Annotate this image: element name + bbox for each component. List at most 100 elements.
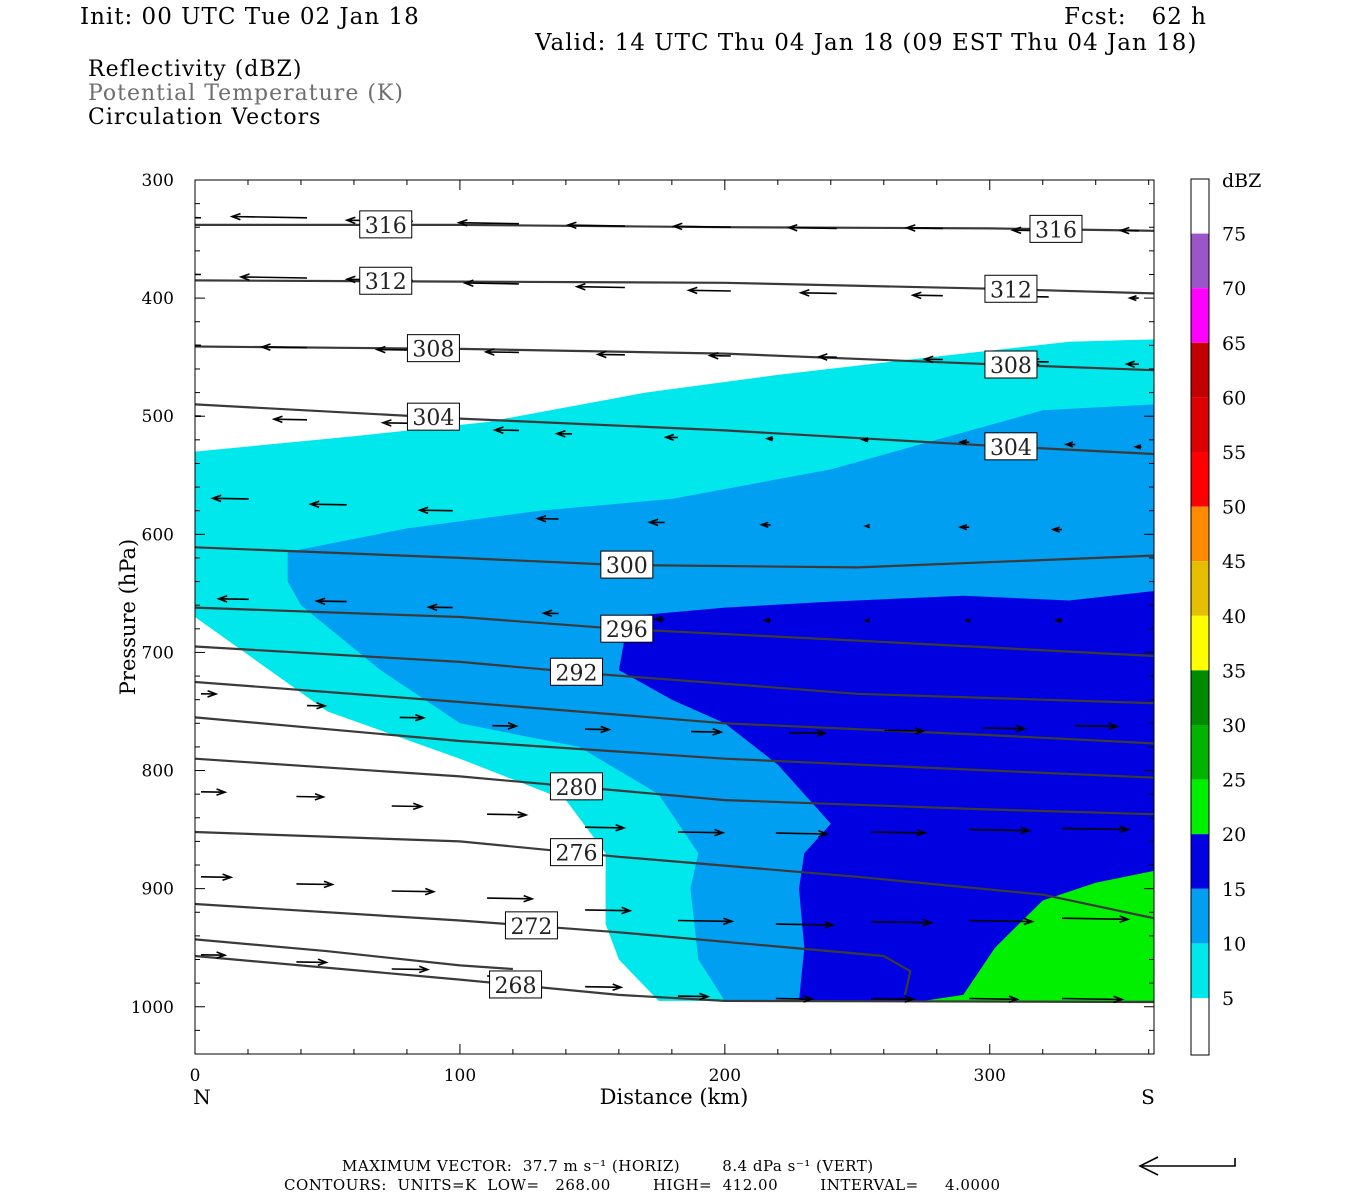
- circulation-vector: [707, 351, 731, 360]
- circulation-vector: [1063, 441, 1076, 448]
- circulation-vector: [860, 437, 869, 443]
- circulation-vector: [554, 429, 572, 438]
- circulation-vector: [585, 906, 633, 915]
- y-tick-label-700: 700: [142, 643, 174, 663]
- colorbar-title: dBZ: [1222, 170, 1261, 192]
- colorbar-label-30: 30: [1222, 715, 1246, 737]
- circulation-vector: [200, 690, 219, 698]
- contour-label-312: 312: [365, 270, 407, 295]
- circulation-vector: [565, 221, 625, 230]
- circulation-vector: [259, 343, 308, 351]
- circulation-vector: [374, 345, 413, 354]
- contour-label-296: 296: [606, 618, 648, 643]
- y-tick-label-800: 800: [142, 762, 174, 782]
- title-circulation-vectors: Circulation Vectors: [88, 105, 322, 130]
- y-tick-label-500: 500: [142, 407, 174, 427]
- theta-contour-304: [195, 403, 1154, 456]
- circulation-vector: [195, 273, 202, 276]
- contour-label-268: 268: [495, 974, 537, 999]
- footer-contours: CONTOURS: UNITS=K LOW= 268.00 HIGH= 412.…: [284, 1176, 1001, 1194]
- contour-label-box: [504, 911, 558, 940]
- circulation-vector: [238, 273, 308, 281]
- circulation-vector: [195, 344, 202, 347]
- contour-label-316: 316: [365, 214, 407, 239]
- colorbar-label-25: 25: [1222, 770, 1246, 792]
- theta-contour-284: [195, 716, 1154, 779]
- circulation-vector: [863, 523, 870, 529]
- colorbar-label-40: 40: [1222, 606, 1246, 628]
- contour-label-312: 312: [990, 278, 1032, 303]
- circulation-vector: [786, 223, 837, 232]
- circulation-vector: [306, 701, 328, 710]
- circulation-vector: [816, 353, 837, 361]
- circulation-vector: [296, 958, 329, 967]
- circulation-vector: [1075, 722, 1120, 731]
- contour-label-308: 308: [990, 354, 1032, 379]
- circulation-vector: [585, 983, 624, 991]
- north-label: N: [193, 1085, 211, 1109]
- circulation-vector: [969, 826, 1032, 835]
- colorbar-label-65: 65: [1222, 333, 1246, 355]
- x-tick-label-0: 0: [190, 1066, 201, 1086]
- circulation-vector: [314, 597, 347, 606]
- circulation-vector: [863, 618, 870, 623]
- contour-label-316: 316: [1035, 218, 1077, 243]
- circulation-vector: [391, 965, 431, 974]
- contour-label-300: 300: [606, 554, 648, 579]
- theta-contour-280: [195, 757, 1154, 816]
- contour-label-276: 276: [555, 842, 597, 867]
- circulation-vector: [663, 433, 678, 442]
- circulation-vector: [296, 880, 335, 889]
- colorbar-cell-15: [1191, 834, 1209, 889]
- colorbar-cell-20: [1191, 779, 1209, 835]
- circulation-vector: [456, 219, 519, 227]
- circulation-vector: [585, 823, 627, 832]
- circulation-vector: [200, 951, 228, 959]
- colorbar-cell-75: [1191, 179, 1209, 234]
- circulation-vector: [871, 918, 934, 927]
- contour-label-box: [549, 772, 603, 801]
- theta-contour-13: [195, 938, 513, 971]
- colorbar-cell-0: [1191, 998, 1209, 1055]
- colorbar-cell-50: [1191, 452, 1209, 507]
- colorbar-label-10: 10: [1222, 933, 1246, 955]
- theta-contour-288: [195, 680, 1154, 745]
- x-tick-label-300: 300: [974, 1066, 1006, 1086]
- colorbar-cell-40: [1191, 561, 1209, 616]
- y-tick-label-900: 900: [142, 880, 174, 900]
- circulation-vector: [762, 617, 771, 624]
- circulation-vector: [957, 524, 970, 531]
- contour-label-308: 308: [412, 338, 454, 363]
- circulation-vector: [210, 494, 249, 503]
- colorbar-label-70: 70: [1222, 278, 1246, 300]
- circulation-vector: [216, 595, 249, 603]
- circulation-vector: [789, 729, 828, 738]
- circulation-vector: [462, 279, 519, 288]
- circulation-vector: [798, 289, 837, 297]
- circulation-vector: [969, 917, 1035, 926]
- title-potential-temperature: Potential Temperature (K): [88, 81, 404, 106]
- contour-label-box: [359, 266, 413, 295]
- circulation-vector: [775, 995, 815, 1003]
- circulation-vectors: [195, 212, 1142, 1004]
- forecast-hour: Fcst: 62 h: [1064, 4, 1207, 30]
- y-tick-label-600: 600: [142, 525, 174, 545]
- colorbar-label-5: 5: [1222, 988, 1234, 1010]
- reference-vector-arrow: [1138, 1156, 1236, 1176]
- reflectivity-15dbz: [618, 591, 1154, 1001]
- reflectivity-20dbz: [923, 870, 1154, 1001]
- contour-label-box: [984, 350, 1038, 379]
- contour-label-box: [489, 970, 543, 999]
- colorbar-frame: [1190, 178, 1210, 1056]
- y-tick-label-1000: 1000: [131, 998, 174, 1018]
- circulation-vector: [271, 415, 308, 424]
- circulation-vector: [691, 728, 724, 736]
- circulation-vector: [200, 788, 228, 796]
- circulation-vector: [677, 992, 711, 1001]
- x-tick-label-100: 100: [444, 1066, 476, 1086]
- circulation-vector: [922, 355, 943, 364]
- circulation-vector: [1118, 226, 1139, 235]
- contour-label-box: [984, 432, 1038, 461]
- plot-frame: [194, 179, 1155, 1055]
